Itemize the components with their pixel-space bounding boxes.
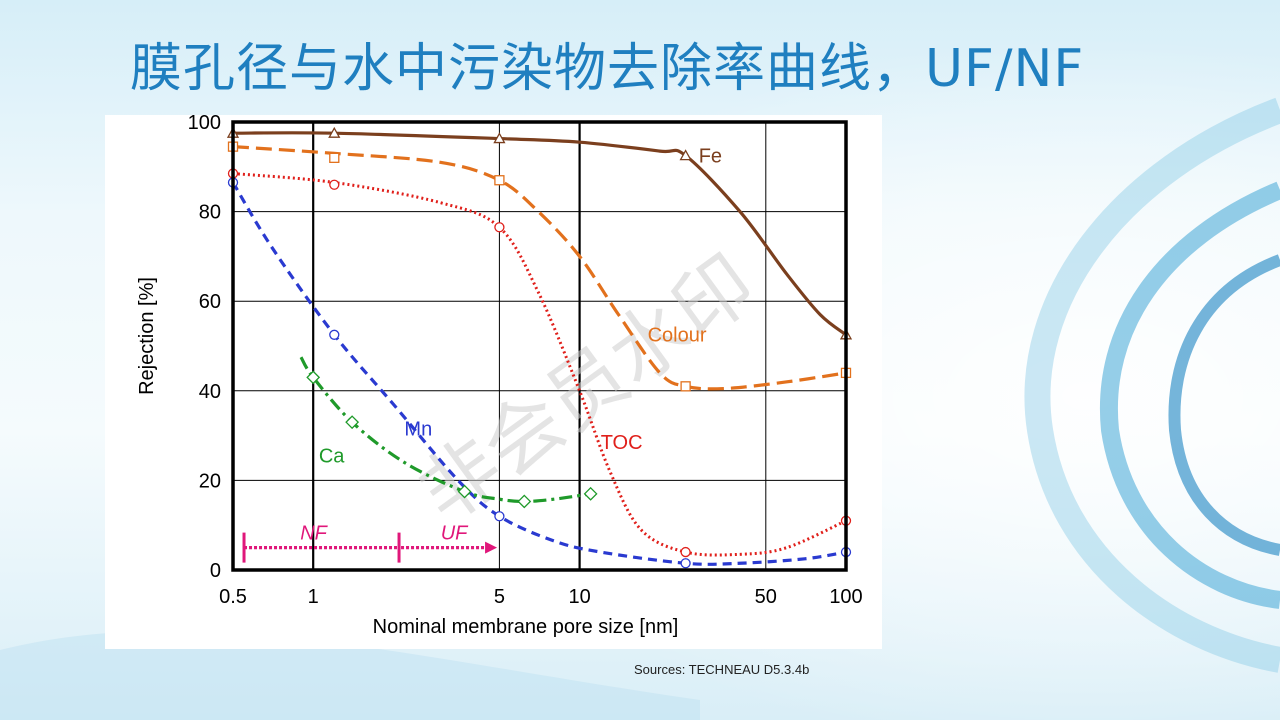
uf-label: UF: [441, 523, 469, 545]
axes: 0.5 1 5 10 50 100 0 20 40 60 80 100 Nominal membrane…: [136, 115, 863, 638]
series-label-colour: Colour: [648, 325, 707, 347]
y-tick-label: 20: [199, 470, 221, 492]
x-tick-label: 5: [494, 586, 505, 608]
series-labels: Fe Colour TOC Mn Ca: [319, 145, 722, 467]
point-fe: [679, 149, 692, 161]
y-tick-label: 40: [199, 381, 221, 403]
point-colour: [680, 381, 691, 392]
series-lines: [231, 131, 847, 566]
series-label-fe: Fe: [699, 145, 722, 167]
series-line-toc: [232, 172, 847, 557]
point-ca: [345, 415, 360, 430]
y-tick-label: 100: [188, 115, 221, 134]
x-tick-label: 50: [755, 586, 777, 608]
range-annotations: NF UF: [242, 523, 498, 563]
y-axis-title: Rejection [%]: [136, 277, 158, 395]
y-tick-label: 80: [199, 202, 221, 224]
x-tick-label: 0.5: [219, 586, 247, 608]
point-toc: [680, 546, 691, 558]
y-tick-label: 0: [210, 560, 221, 582]
point-ca: [457, 484, 472, 499]
y-tick-label: 60: [199, 291, 221, 313]
point-fe: [328, 126, 341, 138]
chart-container: 非会员水印 NF UF Fe Colour TOC Mn Ca 0.5 1 5 10 50 100 0…: [105, 115, 882, 649]
point-colour: [329, 152, 340, 163]
point-mn: [329, 329, 340, 340]
nf-label: NF: [300, 523, 328, 545]
slide-title: 膜孔径与水中污染物去除率曲线，UF/NF: [130, 39, 1085, 99]
point-colour: [494, 175, 505, 186]
uf-arrowhead: [485, 541, 498, 554]
point-toc: [329, 179, 340, 190]
point-mn: [494, 511, 505, 522]
point-ca: [583, 486, 598, 501]
x-tick-label: 10: [568, 586, 590, 608]
plot-frame: [231, 120, 848, 572]
source-note: Sources: TECHNEAU D5.3.4b: [634, 662, 810, 677]
point-ca: [517, 494, 532, 509]
series-markers: [226, 126, 853, 569]
point-fe: [493, 132, 506, 144]
series-label-ca: Ca: [319, 445, 345, 467]
series-line-colour: [232, 145, 847, 391]
grid: [233, 122, 846, 570]
x-axis-title: Nominal membrane pore size [nm]: [373, 616, 679, 638]
series-line-fe: [232, 131, 847, 337]
series-label-toc: TOC: [601, 432, 643, 454]
series-label-mn: Mn: [404, 419, 432, 441]
point-toc: [494, 222, 505, 233]
x-tick-label: 1: [308, 586, 319, 608]
series-line-mn: [231, 181, 847, 566]
point-ca: [306, 370, 321, 385]
x-tick-label: 100: [829, 586, 862, 608]
point-mn: [680, 558, 691, 569]
